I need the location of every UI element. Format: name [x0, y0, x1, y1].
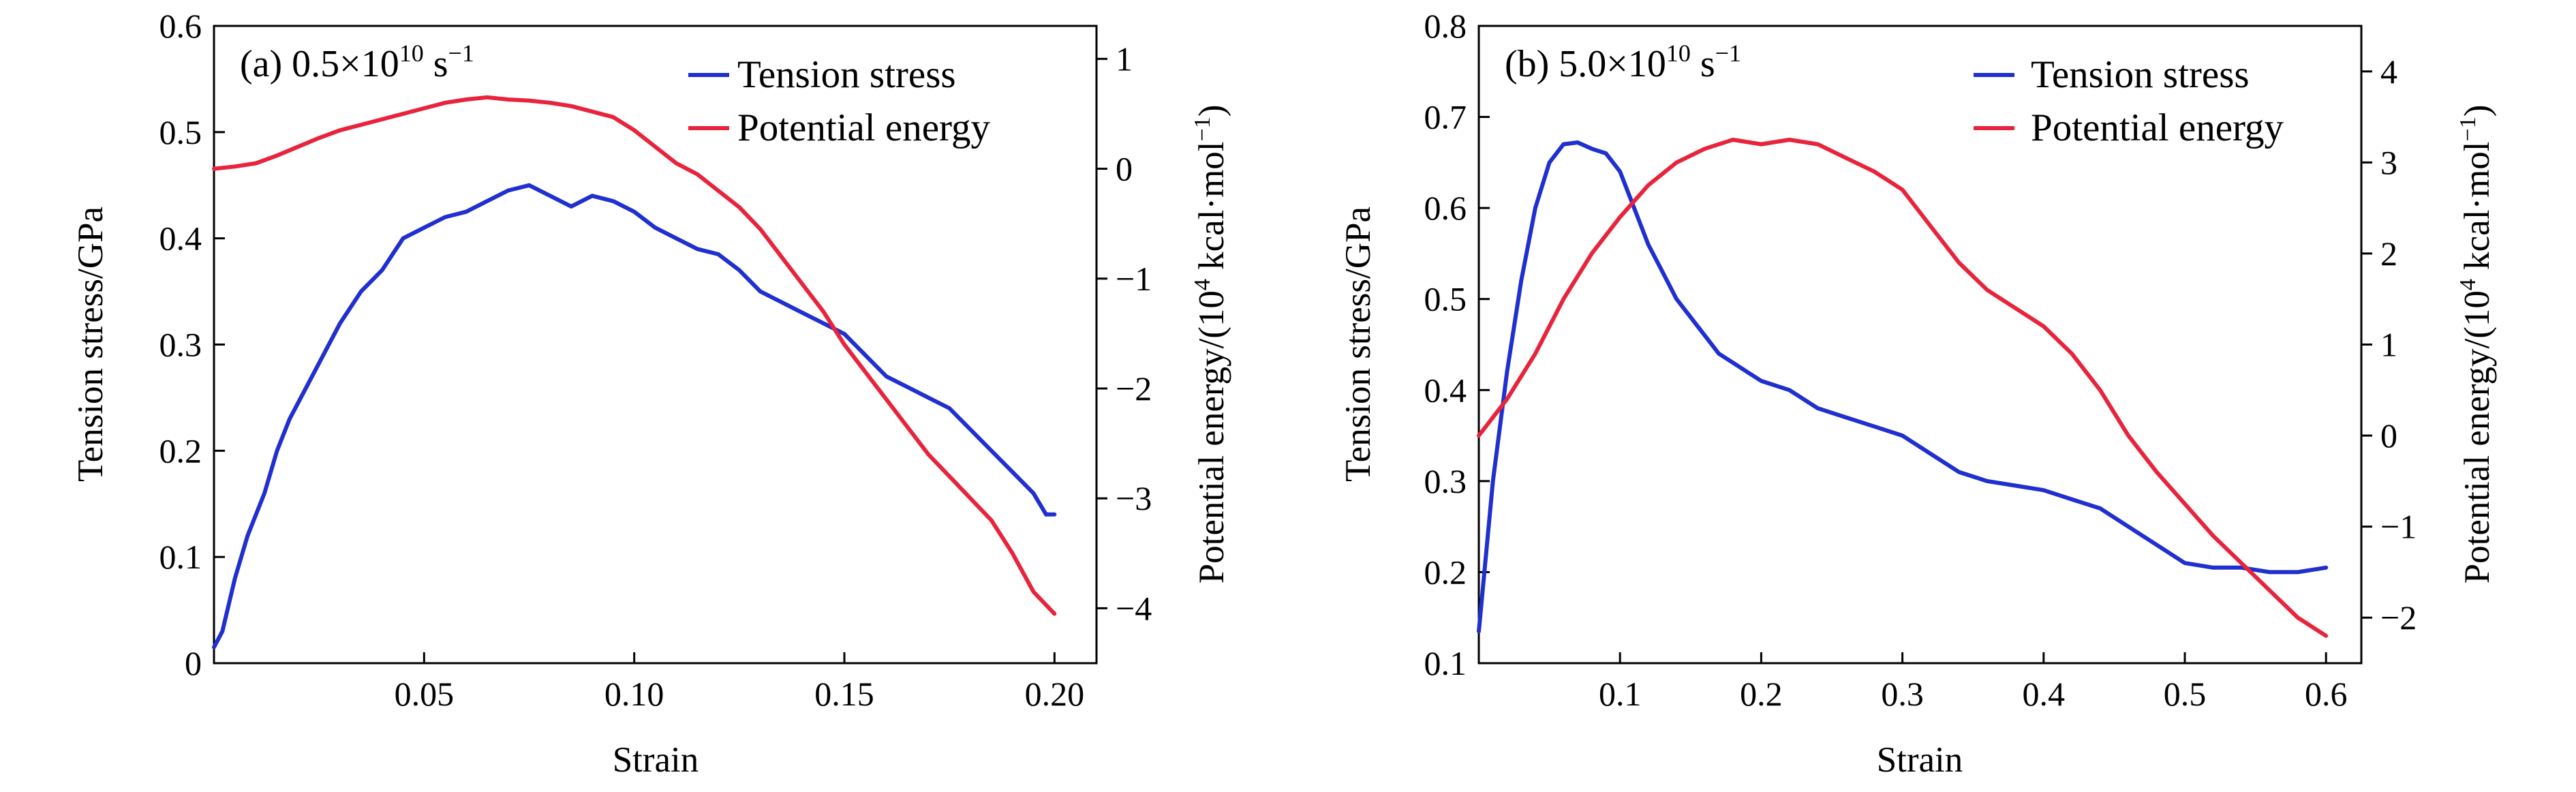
right-y-tick-label: −1 — [1116, 260, 1152, 298]
panel-b: 0.1 0.2 0.3 0.4 0.5 0.6 0.1 0.2 0.3 0.4 0.5 0.6 0.7… — [1338, 7, 2497, 780]
panel-a-right-y-axis-label: Potential energy/(104 kcal·mol−1) — [1190, 105, 1231, 584]
panel-b-legend-label-tension: Tension stress — [2031, 53, 2250, 96]
panel-b-series-lines — [1477, 138, 2329, 638]
left-y-tick-label: 0.5 — [1424, 280, 1467, 318]
left-y-tick-label: 0.2 — [1424, 553, 1467, 591]
panel-b-title: (b) 5.0×1010 s−1 — [1505, 40, 1741, 85]
panel-b-left-y-ticks: 0.1 0.2 0.3 0.4 0.5 0.6 0.7 0.8 — [1424, 7, 1490, 682]
right-y-tick-label: 2 — [2380, 234, 2397, 273]
panel-a-x-ticks: 0.05 0.10 0.15 0.20 — [395, 652, 1085, 713]
panel-a-legend-label-energy: Potential energy — [737, 106, 990, 149]
left-y-tick-label: 0.4 — [1424, 371, 1467, 409]
panel-a: 0.05 0.10 0.15 0.20 0 0.1 0.2 0.3 0.4 0.5 0.6 1 0 −… — [71, 7, 1231, 780]
left-y-tick-label: 0.6 — [1424, 189, 1467, 227]
panel-a-right-y-ticks: 1 0 −1 −2 −3 −4 — [1097, 40, 1152, 627]
panel-a-legend-label-tension: Tension stress — [737, 53, 956, 96]
x-tick-label: 0.6 — [2305, 675, 2348, 713]
panel-b-legend-label-energy: Potential energy — [2031, 106, 2284, 149]
left-y-tick-label: 0.1 — [1424, 644, 1467, 682]
x-tick-label: 0.3 — [1881, 675, 1924, 713]
panel-a-left-y-axis-label: Tension stress/GPa — [71, 207, 110, 482]
panel-b-left-y-axis-label: Tension stress/GPa — [1338, 207, 1378, 482]
series-line-potential-energy — [1477, 138, 2329, 638]
x-tick-label: 0.15 — [814, 675, 874, 713]
right-y-tick-label: −2 — [2380, 598, 2417, 637]
panel-a-x-axis-label: Strain — [613, 740, 699, 780]
right-y-tick-label: −2 — [1116, 369, 1152, 408]
left-y-tick-label: 0.4 — [159, 219, 202, 258]
left-y-tick-label: 0.6 — [159, 7, 202, 45]
panel-b-x-axis-label: Strain — [1877, 740, 1963, 780]
right-y-tick-label: 4 — [2380, 52, 2397, 91]
x-tick-label: 0.4 — [2023, 675, 2066, 713]
x-tick-label: 0.1 — [1599, 675, 1642, 713]
panel-b-right-y-ticks: 4 3 2 1 0 −1 −2 — [2361, 52, 2417, 637]
x-tick-label: 0.10 — [604, 675, 664, 713]
left-y-tick-label: 0.3 — [1424, 462, 1467, 500]
x-tick-label: 0.5 — [2164, 675, 2207, 713]
series-line-potential-energy — [212, 95, 1057, 616]
right-y-tick-label: −1 — [2380, 508, 2417, 546]
series-line-tension-stress — [1477, 140, 2329, 634]
left-y-tick-label: 0.8 — [1424, 7, 1467, 45]
left-y-tick-label: 0.7 — [1424, 98, 1467, 136]
left-y-tick-label: 0.3 — [159, 326, 202, 364]
right-y-tick-label: 0 — [2380, 416, 2397, 455]
left-y-tick-label: 0.5 — [159, 113, 202, 151]
right-y-tick-label: 1 — [1116, 40, 1133, 78]
panel-a-left-y-ticks: 0 0.1 0.2 0.3 0.4 0.5 0.6 — [159, 7, 225, 682]
panel-b-x-ticks: 0.1 0.2 0.3 0.4 0.5 0.6 — [1599, 652, 2348, 713]
x-tick-label: 0.20 — [1025, 675, 1085, 713]
panel-b-right-y-axis-label: Potential energy/(104 kcal·mol−1) — [2455, 105, 2497, 584]
left-y-tick-label: 0.2 — [159, 431, 202, 470]
panel-a-series-lines — [212, 95, 1057, 650]
series-line-tension-stress — [212, 183, 1057, 650]
left-y-tick-label: 0 — [185, 644, 202, 682]
panel-a-title: (a) 0.5×1010 s−1 — [240, 40, 474, 85]
x-tick-label: 0.2 — [1740, 675, 1783, 713]
right-y-tick-label: 0 — [1116, 150, 1133, 188]
right-y-tick-label: 1 — [2380, 326, 2397, 364]
right-y-tick-label: −4 — [1116, 589, 1152, 627]
left-y-tick-label: 0.1 — [159, 538, 202, 576]
right-y-tick-label: 3 — [2380, 143, 2397, 181]
right-y-tick-label: −3 — [1116, 479, 1152, 517]
x-tick-label: 0.05 — [395, 675, 455, 713]
